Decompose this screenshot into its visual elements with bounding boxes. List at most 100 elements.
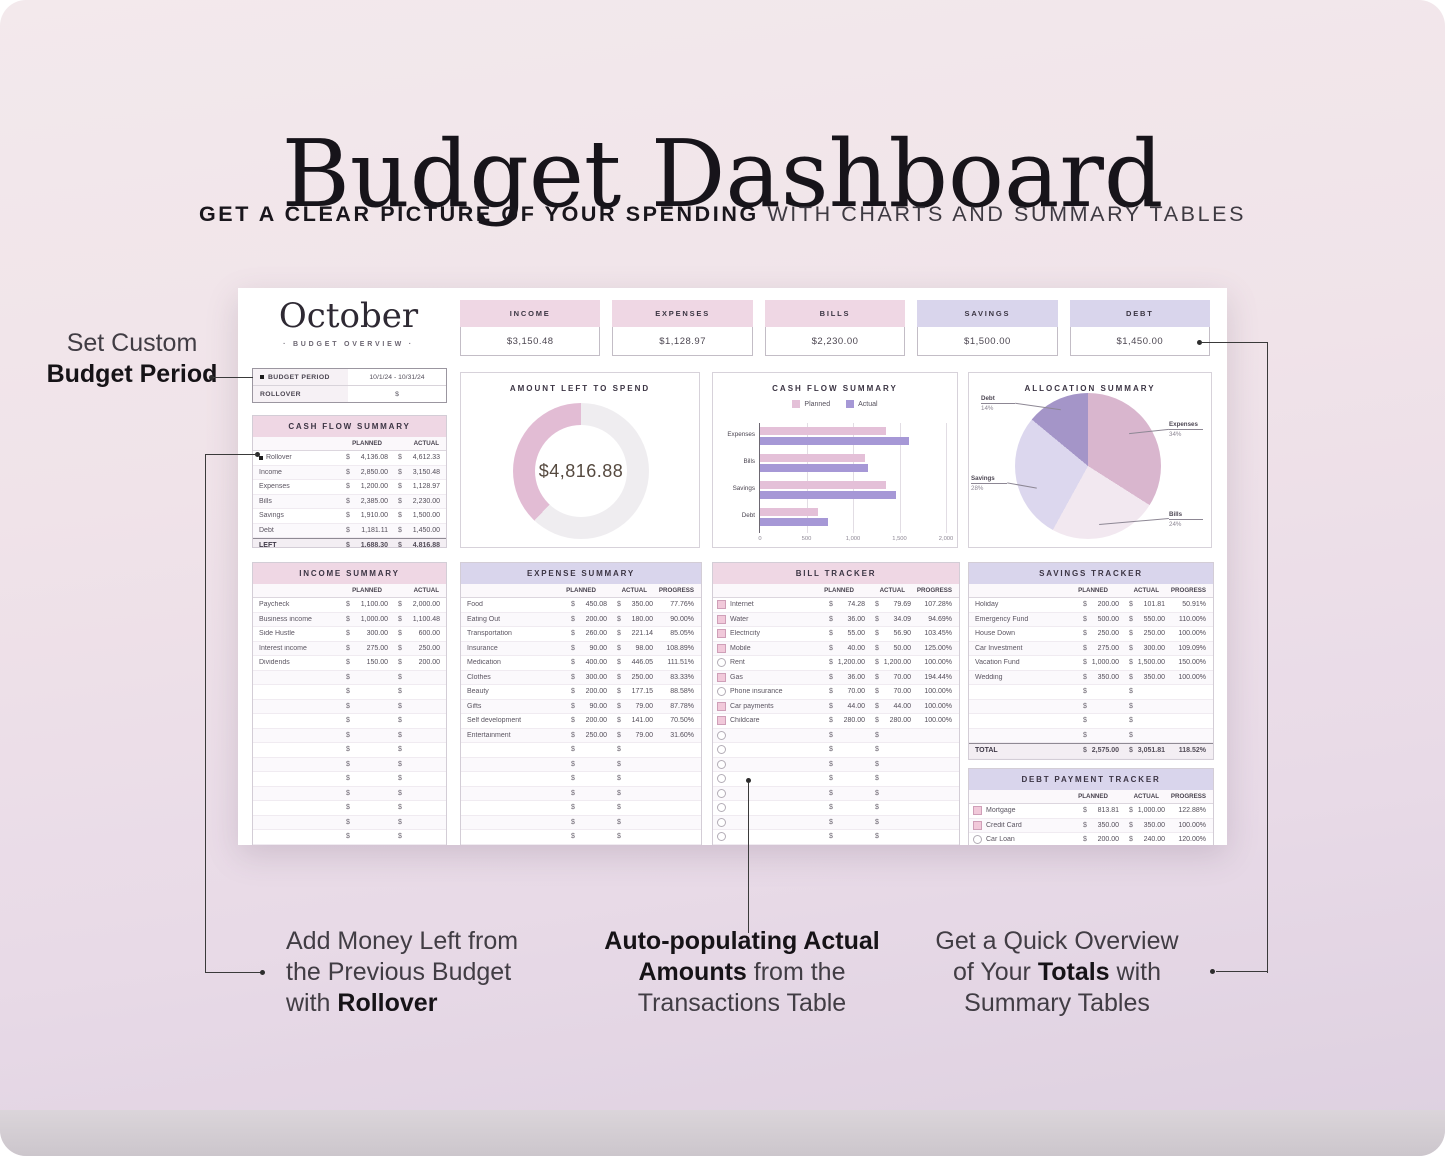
money-cell[interactable]: $400.00 <box>571 659 607 667</box>
money-cell[interactable]: $250.00 <box>571 731 607 739</box>
money-cell[interactable]: $150.00 <box>346 659 388 667</box>
money-cell[interactable]: $180.00 <box>617 615 653 623</box>
money-cell[interactable]: $ <box>875 760 879 768</box>
money-cell[interactable]: $ <box>398 731 402 739</box>
checkbox-icon[interactable] <box>717 745 726 755</box>
money-cell[interactable]: $ <box>875 833 879 841</box>
money-cell[interactable]: $250.00 <box>617 673 653 681</box>
money-cell[interactable]: $446.05 <box>617 659 653 667</box>
money-cell[interactable]: $ <box>346 833 350 841</box>
money-cell[interactable]: $350.00 <box>1083 673 1119 681</box>
money-cell[interactable]: $101.81 <box>1129 601 1165 609</box>
money-cell[interactable]: $ <box>829 804 833 812</box>
money-cell[interactable]: $200.00 <box>571 615 607 623</box>
money-cell[interactable]: $1,500.00 <box>1129 659 1165 667</box>
money-cell[interactable]: $ <box>875 818 879 826</box>
money-cell[interactable]: $ <box>398 789 402 797</box>
budget-period-value[interactable]: 10/1/24 - 10/31/24 <box>369 373 425 381</box>
money-cell[interactable]: $36.00 <box>829 673 865 681</box>
money-cell[interactable]: $70.00 <box>875 673 911 681</box>
money-cell[interactable]: $141.00 <box>617 717 653 725</box>
money-cell[interactable]: $4,816.88 <box>398 542 440 548</box>
checkbox-icon[interactable] <box>973 835 982 845</box>
money-cell[interactable]: $ <box>346 688 350 696</box>
money-cell[interactable]: $221.14 <box>617 630 653 638</box>
money-cell[interactable]: $79.69 <box>875 601 911 609</box>
money-cell[interactable]: $350.00 <box>1129 673 1165 681</box>
money-cell[interactable]: $1,181.11 <box>346 526 388 534</box>
money-cell[interactable]: $ <box>398 717 402 725</box>
checkbox-icon[interactable] <box>717 817 726 827</box>
money-cell[interactable]: $1,688.30 <box>346 542 388 548</box>
money-cell[interactable]: $ <box>1129 731 1133 739</box>
money-cell[interactable]: $ <box>1129 717 1133 725</box>
money-cell[interactable]: $ <box>617 804 621 812</box>
money-cell[interactable]: $ <box>398 760 402 768</box>
money-cell[interactable]: $ <box>1083 702 1087 710</box>
money-cell[interactable]: $ <box>571 775 575 783</box>
money-cell[interactable]: $2,850.00 <box>346 468 388 476</box>
card-value[interactable]: $1,128.97 <box>612 327 753 356</box>
checkbox-icon[interactable] <box>973 820 982 830</box>
money-cell[interactable]: $450.08 <box>571 601 607 609</box>
money-cell[interactable]: $1,100.00 <box>346 601 388 609</box>
checkbox-icon[interactable] <box>717 832 726 842</box>
checkbox-icon[interactable] <box>717 658 726 668</box>
money-cell[interactable]: $1,200.00 <box>829 659 865 667</box>
money-cell[interactable]: $ <box>875 775 879 783</box>
money-cell[interactable]: $ <box>617 818 621 826</box>
card-value[interactable]: $3,150.48 <box>460 327 601 356</box>
money-cell[interactable]: $300.00 <box>1129 644 1165 652</box>
money-cell[interactable]: $ <box>346 746 350 754</box>
money-cell[interactable]: $1,000.00 <box>346 615 388 623</box>
money-cell[interactable]: $ <box>1083 688 1087 696</box>
checkbox-icon[interactable] <box>717 614 726 624</box>
rollover-value[interactable]: $ <box>395 390 399 398</box>
money-cell[interactable]: $ <box>875 789 879 797</box>
money-cell[interactable]: $44.00 <box>829 702 865 710</box>
money-cell[interactable]: $2,000.00 <box>398 601 440 609</box>
checkbox-icon[interactable] <box>717 716 726 726</box>
money-cell[interactable]: $ <box>346 775 350 783</box>
card-value[interactable]: $1,500.00 <box>917 327 1058 356</box>
money-cell[interactable]: $ <box>829 775 833 783</box>
money-cell[interactable]: $275.00 <box>346 644 388 652</box>
card-value[interactable]: $1,450.00 <box>1069 327 1211 356</box>
money-cell[interactable]: $ <box>617 746 621 754</box>
checkbox-icon[interactable] <box>717 687 726 697</box>
money-cell[interactable]: $ <box>875 804 879 812</box>
money-cell[interactable]: $ <box>346 717 350 725</box>
money-cell[interactable]: $ <box>571 789 575 797</box>
money-cell[interactable]: $ <box>875 731 879 739</box>
money-cell[interactable]: $200.00 <box>571 717 607 725</box>
checkbox-icon[interactable] <box>717 629 726 639</box>
money-cell[interactable]: $79.00 <box>617 702 653 710</box>
money-cell[interactable]: $250.00 <box>1083 630 1119 638</box>
money-cell[interactable]: $ <box>829 760 833 768</box>
money-cell[interactable]: $200.00 <box>1083 601 1119 609</box>
checkbox-icon[interactable] <box>717 600 726 610</box>
money-cell[interactable]: $ <box>617 760 621 768</box>
money-cell[interactable]: $177.15 <box>617 688 653 696</box>
money-cell[interactable]: $ <box>346 818 350 826</box>
money-cell[interactable]: $40.00 <box>829 644 865 652</box>
money-cell[interactable]: $250.00 <box>1129 630 1165 638</box>
money-cell[interactable]: $600.00 <box>398 630 440 638</box>
checkbox-icon[interactable] <box>717 672 726 682</box>
checkbox-icon[interactable] <box>717 774 726 784</box>
money-cell[interactable]: $74.28 <box>829 601 865 609</box>
checkbox-icon[interactable] <box>973 806 982 816</box>
money-cell[interactable]: $2,230.00 <box>398 497 440 505</box>
money-cell[interactable]: $813.81 <box>1083 807 1119 815</box>
money-cell[interactable]: $500.00 <box>1083 615 1119 623</box>
money-cell[interactable]: $550.00 <box>1129 615 1165 623</box>
money-cell[interactable]: $1,910.00 <box>346 512 388 520</box>
money-cell[interactable]: $3,051.81 <box>1129 747 1165 755</box>
money-cell[interactable]: $1,200.00 <box>346 483 388 491</box>
money-cell[interactable]: $3,150.48 <box>398 468 440 476</box>
money-cell[interactable]: $ <box>1083 731 1087 739</box>
money-cell[interactable]: $ <box>617 775 621 783</box>
money-cell[interactable]: $ <box>829 731 833 739</box>
money-cell[interactable]: $ <box>571 760 575 768</box>
money-cell[interactable]: $ <box>829 833 833 841</box>
